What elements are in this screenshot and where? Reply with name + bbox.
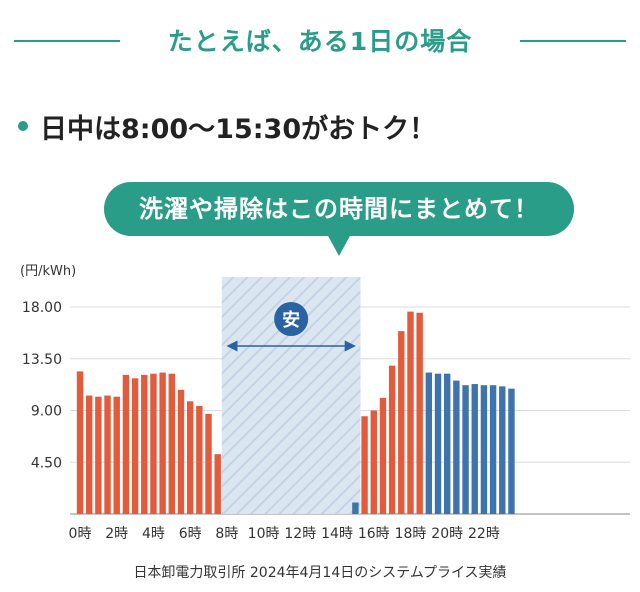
price-bar — [361, 416, 368, 514]
price-bar — [131, 378, 139, 514]
price-bar — [388, 365, 396, 514]
x-tick-label: 14時 — [321, 526, 353, 542]
price-bar — [407, 311, 414, 514]
price-bar — [159, 372, 166, 514]
price-bar — [370, 410, 377, 514]
x-tick-label: 18時 — [395, 526, 427, 542]
cheap-badge — [274, 302, 309, 336]
x-tick-label: 6時 — [179, 526, 202, 542]
price-bar — [499, 386, 506, 514]
price-bar — [85, 395, 93, 514]
callout-bubble: 洗濯や掃除はこの時間にまとめて！ — [104, 182, 574, 236]
price-bar — [425, 372, 433, 514]
x-tick-label: 8時 — [215, 526, 238, 542]
price-bar — [122, 374, 130, 514]
x-tick-label: 2時 — [105, 526, 128, 542]
y-tick-label: 13.50 — [22, 352, 62, 368]
x-tick-label: 16時 — [358, 526, 390, 542]
price-bar — [352, 502, 359, 514]
x-tick-label: 4時 — [142, 526, 165, 542]
price-bar — [444, 373, 451, 514]
price-bar — [398, 331, 405, 514]
price-bar — [113, 396, 120, 514]
header-line-left — [14, 40, 120, 42]
price-bar — [462, 385, 469, 514]
price-bar — [186, 401, 194, 514]
price-bar — [214, 454, 221, 514]
price-bar — [95, 396, 102, 514]
price-bar — [177, 389, 185, 514]
cheap-badge-label: 安 — [282, 309, 300, 331]
y-axis-unit: (円/kWh) — [20, 264, 77, 279]
x-tick-label: 22時 — [468, 526, 500, 542]
x-tick-label: 20時 — [431, 526, 463, 542]
price-bar — [379, 397, 387, 514]
highlight: 日中は8:00〜15:30がおトク！ — [18, 106, 436, 146]
x-tick-label: 0時 — [69, 526, 92, 542]
price-bar — [76, 371, 84, 514]
price-bar — [141, 374, 148, 514]
price-chart: 4.50 9.00 13.50 18.00 0時 2時 4時 6時 8時 10時 12時 14時 16… — [22, 277, 630, 542]
price-bar — [489, 385, 497, 514]
y-tick-label: 4.50 — [31, 455, 62, 471]
x-tick-label: 12時 — [284, 526, 316, 542]
callout-tail — [327, 234, 351, 256]
highlight-text: 日中は8:00〜15:30がおトク！ — [40, 113, 437, 145]
price-bar — [196, 405, 203, 514]
price-bar — [416, 312, 423, 514]
price-bar — [150, 373, 157, 514]
price-bar — [453, 380, 460, 514]
bullet-dot-icon — [18, 121, 28, 131]
x-tick-label: 10時 — [248, 526, 280, 542]
price-bar — [434, 373, 442, 514]
header: たとえば、ある1日の場合 — [0, 18, 640, 58]
page-title: たとえば、ある1日の場合 — [167, 27, 473, 56]
price-bar — [168, 373, 175, 514]
y-tick-label: 18.00 — [22, 300, 62, 316]
price-bar — [104, 395, 111, 514]
price-bar — [480, 385, 488, 514]
y-tick-label: 9.00 — [31, 404, 62, 420]
price-bar — [508, 388, 515, 514]
source-note: 日本卸電力取引所 2024年4月14日のシステムプライス実績 — [133, 565, 507, 581]
price-bar — [471, 384, 478, 514]
header-line-right — [520, 40, 626, 42]
price-bar — [205, 413, 212, 514]
